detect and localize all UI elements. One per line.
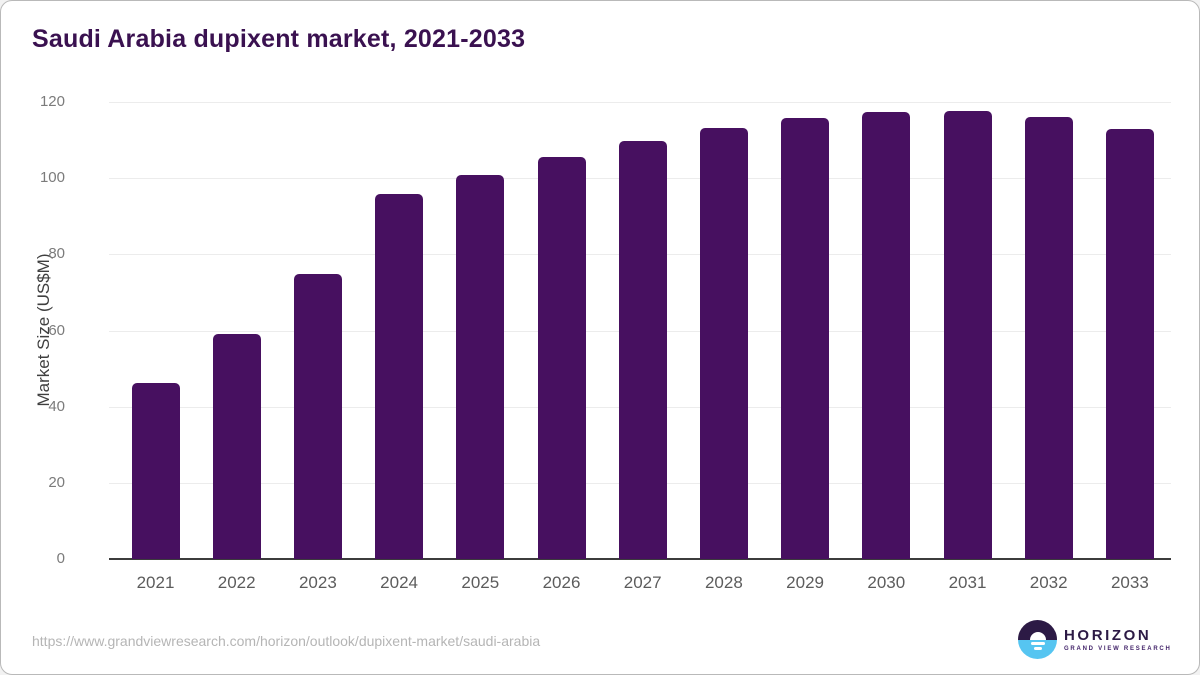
x-axis-label-2021: 2021 [136, 573, 175, 592]
logo-sun-shape [1029, 631, 1046, 640]
y-tick-label-20: 20 [48, 473, 65, 491]
x-axis-label-2022: 2022 [217, 573, 256, 592]
bar-2031 [943, 111, 992, 559]
bar-2027 [618, 140, 667, 559]
bar-2032 [1024, 117, 1073, 559]
logo-subtitle: GRAND VIEW RESEARCH [1064, 645, 1172, 652]
chart-title: Saudi Arabia dupixent market, 2021-2033 [32, 25, 526, 53]
x-axis-line [109, 558, 1171, 560]
x-axis-label-2025: 2025 [461, 573, 500, 592]
bar-2029 [781, 118, 830, 559]
y-tick-label-80: 80 [48, 245, 65, 263]
y-tick-label-0: 0 [56, 550, 65, 567]
source-url: https://www.grandviewresearch.com/horizo… [32, 633, 541, 649]
x-axis-label-2033: 2033 [1110, 573, 1149, 592]
x-axis-label-2024: 2024 [380, 573, 418, 592]
logo-ripple-line [1030, 642, 1045, 645]
bar-2026 [537, 157, 586, 559]
horizon-sunrise-logo-icon [1018, 620, 1057, 659]
x-axis-label-2030: 2030 [867, 573, 906, 592]
plot-area: 0 20 40 60 80 100 120 [40, 94, 1171, 567]
bar-2021 [131, 382, 180, 559]
x-axis-label-2027: 2027 [623, 573, 662, 592]
bar-2028 [699, 128, 748, 559]
bar-2033 [1105, 129, 1154, 559]
y-tick-label-60: 60 [48, 321, 65, 339]
y-tick-label-100: 100 [39, 169, 65, 187]
gridline-120 [109, 102, 1171, 103]
logo-ripple-line [1033, 647, 1042, 650]
y-tick-label-40: 40 [48, 397, 65, 415]
x-axis-label-2023: 2023 [298, 573, 337, 592]
bar-2025 [456, 174, 505, 559]
bar-2023 [293, 274, 342, 559]
logo-sky-half [1018, 620, 1057, 640]
brand-logo: HORIZON GRAND VIEW RESEARCH [1018, 620, 1172, 659]
x-axis-label-2026: 2026 [542, 573, 581, 592]
logo-name: HORIZON [1064, 626, 1152, 644]
bar-2022 [212, 334, 261, 559]
y-tick-label-120: 120 [39, 93, 65, 110]
x-axis-label-2032: 2032 [1029, 573, 1068, 592]
logo-text-block: HORIZON GRAND VIEW RESEARCH [1064, 626, 1172, 652]
bar-2024 [375, 194, 424, 559]
bar-2030 [862, 112, 911, 559]
x-axis-label-2031: 2031 [948, 573, 987, 592]
x-axis-label-2028: 2028 [704, 573, 743, 592]
x-axis-label-2029: 2029 [786, 573, 824, 592]
